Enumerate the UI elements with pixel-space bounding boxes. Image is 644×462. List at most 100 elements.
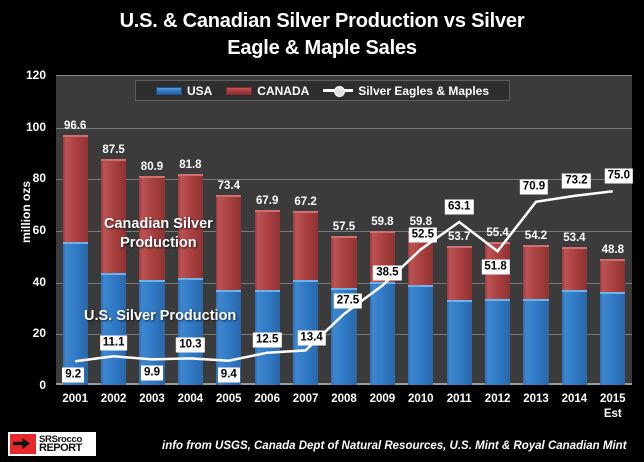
line-value-label: 11.1 (99, 335, 128, 351)
bar-segment-usa (100, 272, 127, 385)
bar-segment-usa (369, 282, 396, 385)
legend-item-eagles-maples: Silver Eagles & Maples (323, 84, 489, 98)
bar-segment-usa (408, 285, 434, 385)
bar-segment-usa (600, 292, 626, 385)
legend-label-usa: USA (186, 83, 213, 98)
bar-segment-usa (561, 290, 588, 385)
y-axis-tick-label: 120 (25, 68, 46, 82)
bar-total-label: 53.4 (563, 232, 586, 245)
bar-segment-canada (292, 211, 319, 281)
bar-column (100, 158, 127, 385)
y-axis-tick-label: 40 (32, 274, 46, 289)
bar-segment-canada (600, 258, 626, 292)
legend-label-eagles-maples: Silver Eagles & Maples (358, 83, 490, 98)
legend-line-marker-icon (323, 86, 354, 97)
line-value-label: 10.3 (176, 337, 205, 353)
legend-swatch-canada-icon (226, 86, 253, 95)
legend-label-canada: CANADA (257, 83, 310, 98)
line-value-label: 9.4 (217, 367, 240, 383)
bar-segment-usa (446, 299, 472, 385)
bar-column (446, 246, 472, 385)
legend-swatch-usa-icon (155, 86, 182, 95)
annotation-canadian-production: Canadian Silver Production (104, 216, 213, 251)
bar-column (139, 176, 165, 385)
line-value-label: 73.2 (562, 173, 591, 189)
bar-total-label: 59.8 (371, 215, 394, 228)
bar-segment-canada (62, 135, 88, 242)
line-value-label: 38.5 (373, 265, 402, 281)
page-title: U.S. & Canadian Silver Production vs Sil… (0, 8, 644, 62)
x-axis-tick-sublabel: Est (603, 408, 622, 420)
y-axis-tick-label: 80 (32, 171, 46, 186)
line-value-label: 12.5 (252, 332, 282, 348)
legend-item-canada: CANADA (226, 84, 309, 98)
bar-total-label: 54.2 (524, 229, 548, 242)
bar-column (561, 247, 588, 385)
line-value-label: 75.0 (604, 168, 633, 184)
y-axis-tick-label: 60 (32, 223, 46, 237)
x-axis-tick-label: 2011 (446, 393, 472, 405)
x-axis-tick-label: 2001 (62, 393, 88, 405)
x-axis-tick-label: 2003 (139, 393, 165, 405)
bar-column (177, 173, 204, 385)
grid-line (56, 179, 632, 181)
x-axis-tick-label: 2006 (254, 393, 280, 405)
x-axis-tick-label: 2008 (331, 393, 357, 405)
bar-segment-usa (177, 277, 204, 385)
bar-total-label: 73.4 (217, 180, 240, 193)
line-value-label: 9.2 (62, 367, 85, 383)
y-axis-tick-label: 0 (39, 378, 46, 392)
chart-legend: USA CANADA Silver Eagles & Maples (135, 80, 510, 101)
bar-column (369, 230, 396, 385)
x-axis-tick-label: 2015 (600, 393, 626, 405)
x-axis-tick-label: 2014 (561, 393, 588, 405)
bar-segment-canada (177, 173, 204, 278)
bar-total-label: 67.9 (255, 194, 279, 207)
y-axis-tick-label: 100 (25, 119, 46, 134)
x-axis-tick-label: 2005 (216, 393, 242, 405)
bar-total-label: 48.8 (601, 243, 624, 256)
logo-mark-icon (10, 434, 36, 454)
x-axis-tick-label: 2002 (100, 393, 127, 405)
legend-item-usa: USA (155, 83, 213, 98)
line-path (75, 190, 613, 363)
srsrocco-logo: SRSrocco REPORT (8, 432, 96, 456)
plot-area (56, 75, 632, 385)
x-axis-tick-label: 2009 (369, 393, 396, 405)
line-value-label: 51.8 (481, 259, 510, 275)
line-value-label: 52.5 (408, 227, 437, 243)
line-value-label: 13.4 (297, 330, 326, 346)
title-line-1: U.S. & Canadian Silver Production vs Sil… (119, 10, 525, 32)
y-axis-tick-label: 20 (32, 326, 46, 341)
line-value-label: 70.9 (519, 179, 549, 195)
bar-total-label: 87.5 (102, 143, 125, 156)
bar-segment-usa (484, 298, 511, 385)
bar-segment-canada (254, 209, 280, 291)
logo-line-1: SRSrocco (39, 434, 83, 445)
bar-total-label: 57.5 (332, 221, 356, 234)
bar-total-label: 96.6 (63, 120, 87, 133)
line-value-label: 63.1 (444, 199, 474, 215)
bar-segment-canada (331, 236, 357, 288)
bar-column (523, 244, 549, 385)
bar-total-label: 81.8 (179, 158, 202, 171)
bar-total-label: 80.9 (140, 161, 164, 173)
x-axis-tick-label: 2007 (292, 393, 319, 405)
bar-segment-canada (561, 247, 588, 291)
bar-total-label: 59.8 (409, 215, 432, 228)
bar-segment-canada (139, 176, 165, 281)
line-value-label: 9.9 (141, 365, 163, 381)
source-note: info from USGS, Canada Dept of Natural R… (162, 440, 627, 452)
logo-line-2: REPORT (39, 442, 82, 454)
bar-segment-canada (216, 195, 242, 291)
logo-text: SRSrocco REPORT (39, 434, 83, 454)
x-axis-tick-label: 2004 (177, 393, 204, 405)
title-line-2: Eagle & Maple Sales (227, 37, 417, 59)
bar-segment-canada (523, 244, 549, 300)
grid-line (56, 231, 632, 232)
bar-column (600, 258, 626, 385)
grid-line (56, 127, 632, 129)
x-axis-tick-label: 2012 (484, 393, 511, 405)
